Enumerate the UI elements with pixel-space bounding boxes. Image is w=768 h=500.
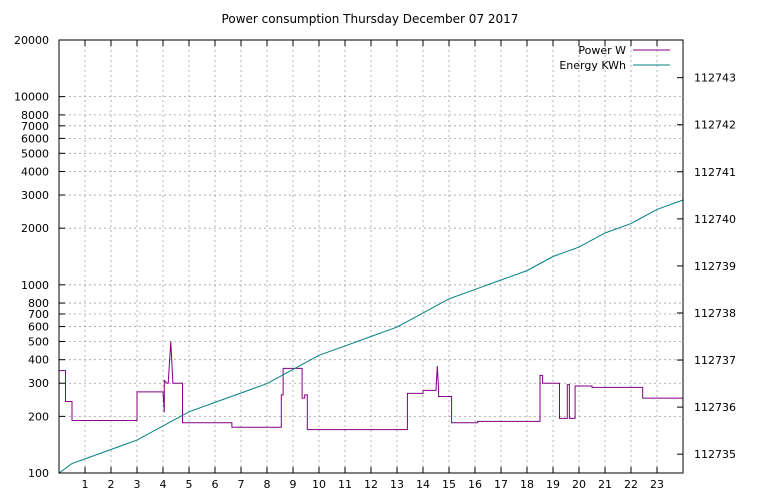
grid-lines [59, 40, 683, 473]
y-left-tick-label: 600 [28, 321, 49, 334]
x-tick-label: 14 [416, 478, 430, 491]
y-left-tick-label: 700 [28, 308, 49, 321]
y-right-tick-label: 112737 [694, 354, 736, 367]
y-left-tick-label: 10000 [14, 91, 49, 104]
series-line-energy [58, 199, 684, 474]
x-tick-label: 8 [264, 478, 271, 491]
y-right-tick-label: 112735 [694, 448, 736, 461]
y-left-tick-label: 1000 [21, 279, 49, 292]
y-left-tick-label: 500 [28, 335, 49, 348]
x-tick-label: 12 [364, 478, 378, 491]
y-left-tick-label: 7000 [21, 120, 49, 133]
series-line-power [59, 341, 683, 431]
y-right-tick-label: 112742 [694, 119, 736, 132]
x-tick-label: 16 [468, 478, 482, 491]
x-tick-label: 23 [650, 478, 664, 491]
y-left-tick-label: 8000 [21, 109, 49, 122]
chart-title: Power consumption Thursday December 07 2… [222, 12, 519, 26]
x-tick-label: 7 [238, 478, 245, 491]
y-right-tick-label: 112739 [694, 260, 736, 273]
y-right-tick-label: 112741 [694, 166, 736, 179]
y-left-tick-label: 400 [28, 354, 49, 367]
y-left-tick-label: 3000 [21, 189, 49, 202]
y-right-tick-label: 112736 [694, 401, 736, 414]
x-tick-label: 11 [338, 478, 352, 491]
x-tick-label: 9 [290, 478, 297, 491]
x-tick-label: 13 [390, 478, 404, 491]
x-tick-label: 19 [546, 478, 560, 491]
legend: Power W Energy KWh [559, 44, 670, 72]
x-tick-label: 15 [442, 478, 456, 491]
x-tick-label: 4 [160, 478, 167, 491]
tick-labels: 1 2 3 4 5 6 7 8 9 10 11 12 13 14 15 16 17 18 19 20 21 22 23100… [14, 34, 736, 491]
y-left-tick-label: 20000 [14, 34, 49, 47]
x-tick-label: 6 [212, 478, 219, 491]
y-left-tick-label: 6000 [21, 132, 49, 145]
x-tick-label: 22 [624, 478, 638, 491]
legend-label-energy: Energy KWh [559, 59, 626, 72]
y-left-tick-label: 300 [28, 377, 49, 390]
y-left-tick-label: 200 [28, 410, 49, 423]
series-layer [58, 199, 684, 474]
y-right-tick-label: 112740 [694, 213, 736, 226]
x-tick-label: 5 [186, 478, 193, 491]
y-left-tick-label: 100 [28, 467, 49, 480]
y-left-tick-label: 800 [28, 297, 49, 310]
y-right-tick-label: 112738 [694, 307, 736, 320]
x-tick-label: 10 [312, 478, 326, 491]
x-tick-label: 21 [598, 478, 612, 491]
x-tick-label: 2 [108, 478, 115, 491]
x-tick-label: 20 [572, 478, 586, 491]
y-left-tick-label: 2000 [21, 222, 49, 235]
tick-marks [59, 39, 683, 474]
x-tick-label: 17 [494, 478, 508, 491]
y-right-tick-label: 112743 [694, 72, 736, 85]
x-tick-label: 3 [134, 478, 141, 491]
x-tick-label: 1 [82, 478, 89, 491]
y-left-tick-label: 5000 [21, 147, 49, 160]
x-tick-label: 18 [520, 478, 534, 491]
y-left-tick-label: 4000 [21, 166, 49, 179]
legend-label-power: Power W [578, 44, 626, 57]
